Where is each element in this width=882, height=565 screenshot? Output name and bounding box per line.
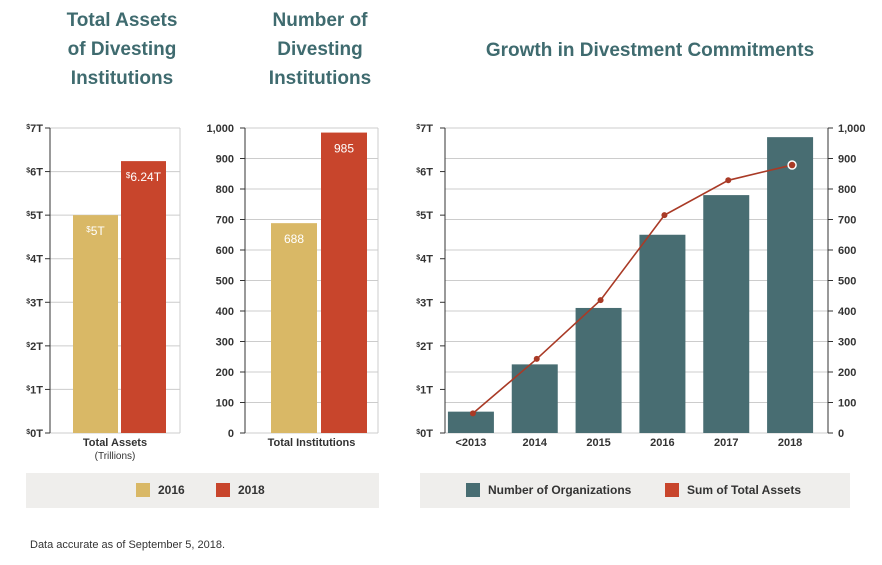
bar-label: $5T [86, 224, 105, 238]
line-point [725, 177, 732, 184]
y-tick-label: 800 [216, 184, 234, 196]
y-tick-label: 200 [216, 367, 234, 379]
y-right-tick-label: 0 [838, 428, 844, 440]
legend-panel-left: 2016 2018 [26, 473, 379, 508]
legend-item-2016: 2016 [136, 483, 185, 497]
y-right-tick-label: 800 [838, 184, 856, 196]
bar-number-of-organizations [703, 195, 750, 433]
y-left-tick-label: $5T [416, 210, 433, 222]
bar-number-of-organizations [447, 411, 494, 433]
y-tick-label: $3T [26, 297, 43, 309]
y-tick-label: $2T [26, 341, 43, 353]
line-point [469, 410, 476, 417]
y-right-tick-label: 600 [838, 245, 856, 257]
y-tick-label: $7T [26, 123, 43, 135]
line-point [661, 212, 668, 219]
legend-swatch [216, 483, 230, 497]
y-tick-label: 500 [216, 276, 234, 288]
y-tick-label: 600 [216, 245, 234, 257]
y-right-tick-label: 100 [838, 398, 856, 410]
y-right-tick-label: 200 [838, 367, 856, 379]
title-line: of Divesting [67, 39, 177, 60]
y-tick-label: 1,000 [206, 123, 234, 135]
title-line: Institutions [268, 68, 372, 89]
legend-item-number-of-organizations: Number of Organizations [466, 483, 631, 497]
y-left-tick-label: $0T [416, 428, 433, 440]
bar-2016 [73, 215, 118, 433]
y-tick-label: $6T [26, 167, 43, 179]
y-left-tick-label: $6T [416, 167, 433, 179]
y-left-tick-label: $3T [416, 297, 433, 309]
y-left-tick-label: $2T [416, 341, 433, 353]
y-tick-label: 300 [216, 337, 234, 349]
legend-label: Number of Organizations [488, 483, 632, 497]
y-tick-label: 900 [216, 154, 234, 166]
y-right-tick-label: 500 [838, 276, 856, 288]
bar-number-of-organizations [511, 364, 558, 433]
legend-panel-right: Number of Organizations Sum of Total Ass… [420, 473, 850, 508]
x-tick-label: 2016 [650, 437, 674, 449]
chart-title-growth: Growth in Divestment Commitments [440, 36, 860, 65]
legend-swatch [136, 483, 150, 497]
y-left-tick-label: $7T [416, 123, 433, 135]
title-line: Total Assets [66, 10, 178, 31]
line-sum-of-total-assets [472, 164, 793, 415]
x-tick-label: <2013 [455, 437, 486, 449]
y-tick-label: 0 [228, 428, 234, 440]
y-right-tick-label: 400 [838, 306, 856, 318]
y-left-tick-label: $4T [416, 254, 433, 266]
y-right-tick-label: 300 [838, 337, 856, 349]
y-tick-label: $4T [26, 254, 43, 266]
bar-number-of-organizations [639, 234, 686, 433]
y-tick-label: 400 [216, 306, 234, 318]
y-tick-label: 100 [216, 398, 234, 410]
bar-number-of-organizations [575, 307, 622, 433]
y-right-tick-label: 900 [838, 154, 856, 166]
bar-2016 [271, 223, 317, 433]
legend-swatch [665, 483, 679, 497]
line-point [533, 355, 540, 362]
x-tick-label: 2018 [778, 437, 802, 449]
legend-item-sum-of-total-assets: Sum of Total Assets [665, 483, 801, 497]
x-axis-label: Total Institutions [268, 437, 356, 449]
title-line: Growth in Divestment Commitments [485, 40, 815, 61]
y-tick-label: $0T [26, 428, 43, 440]
legend-label: 2016 [158, 483, 185, 497]
legend-label: Sum of Total Assets [687, 483, 802, 497]
bar-label: 985 [334, 142, 354, 156]
bar-label: $6.24T [126, 170, 162, 184]
y-right-tick-label: 1,000 [838, 123, 866, 135]
line-point [597, 297, 604, 304]
y-tick-label: 700 [216, 215, 234, 227]
bar-2018 [321, 132, 367, 433]
title-line: Institutions [70, 68, 174, 89]
x-tick-label: 2017 [714, 437, 738, 449]
x-axis-sublabel: (Trillions) [95, 451, 136, 462]
x-tick-label: 2014 [523, 437, 548, 449]
bar-label: 688 [284, 232, 304, 246]
x-axis-label: Total Assets [83, 437, 147, 449]
footnote: Data accurate as of September 5, 2018. [30, 539, 226, 551]
legend-item-2018: 2018 [216, 483, 265, 497]
y-tick-label: $1T [26, 384, 43, 396]
y-right-tick-label: 700 [838, 215, 856, 227]
bar-2018 [121, 161, 166, 433]
title-line: Number of [272, 10, 368, 31]
bar-number-of-organizations [767, 137, 814, 433]
chart-title-total-assets: Total Assets of Divesting Institutions [42, 6, 202, 93]
y-left-tick-label: $1T [416, 384, 433, 396]
y-tick-label: $5T [26, 210, 43, 222]
title-line: Divesting [277, 39, 363, 60]
chart-title-number-of-institutions: Number of Divesting Institutions [240, 6, 400, 93]
x-tick-label: 2015 [586, 437, 610, 449]
legend-label: 2018 [238, 483, 265, 497]
legend-swatch [466, 483, 480, 497]
line-point [787, 160, 797, 170]
